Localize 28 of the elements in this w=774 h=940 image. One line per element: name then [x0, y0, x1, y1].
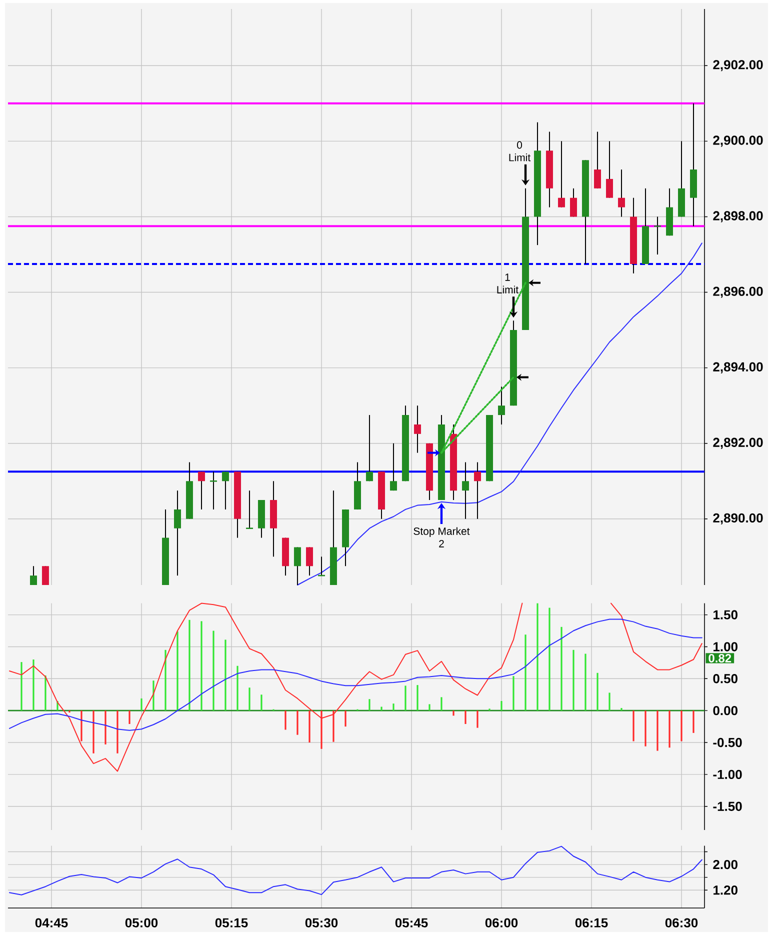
x-tick-label: 04:45 [35, 918, 68, 928]
y-tick-label: 2,900.00 [713, 136, 763, 147]
y-tick-label: 2,892.00 [713, 438, 763, 449]
y-tick-label: 1.00 [714, 642, 738, 652]
y-tick-label: -0.50 [713, 738, 742, 748]
x-tick-label: 05:45 [395, 918, 428, 928]
y-tick-label: 2,896.00 [713, 286, 763, 298]
y-tick-label: -1.50 [713, 802, 742, 811]
x-tick-label: 06:15 [575, 918, 608, 928]
annotation: 0 Limit [509, 141, 531, 162]
y-tick-label: 1.50 [714, 610, 738, 620]
y-tick-label: 0.00 [713, 706, 738, 716]
y-tick-label: 1.20 [714, 886, 738, 895]
annotation: 0.82 [708, 654, 732, 662]
x-tick-label: 06:00 [485, 918, 518, 928]
x-tick-label: 05:30 [305, 918, 338, 928]
y-tick-label: 2,902.00 [713, 60, 763, 72]
x-tick-label: 06:30 [665, 918, 698, 928]
y-tick-label: 0.50 [713, 674, 738, 684]
y-tick-label: 2.00 [713, 860, 738, 870]
y-tick-label: 2,898.00 [713, 211, 763, 222]
annotation: Stop Market 2 [414, 527, 470, 548]
annotation: 1 Limit [497, 274, 518, 294]
y-tick-label: 2,894.00 [713, 362, 763, 374]
x-tick-label: 05:15 [215, 918, 248, 928]
x-tick-label: 05:00 [125, 918, 158, 928]
y-tick-label: -1.00 [713, 770, 742, 780]
y-tick-label: 2,890.00 [713, 513, 763, 524]
